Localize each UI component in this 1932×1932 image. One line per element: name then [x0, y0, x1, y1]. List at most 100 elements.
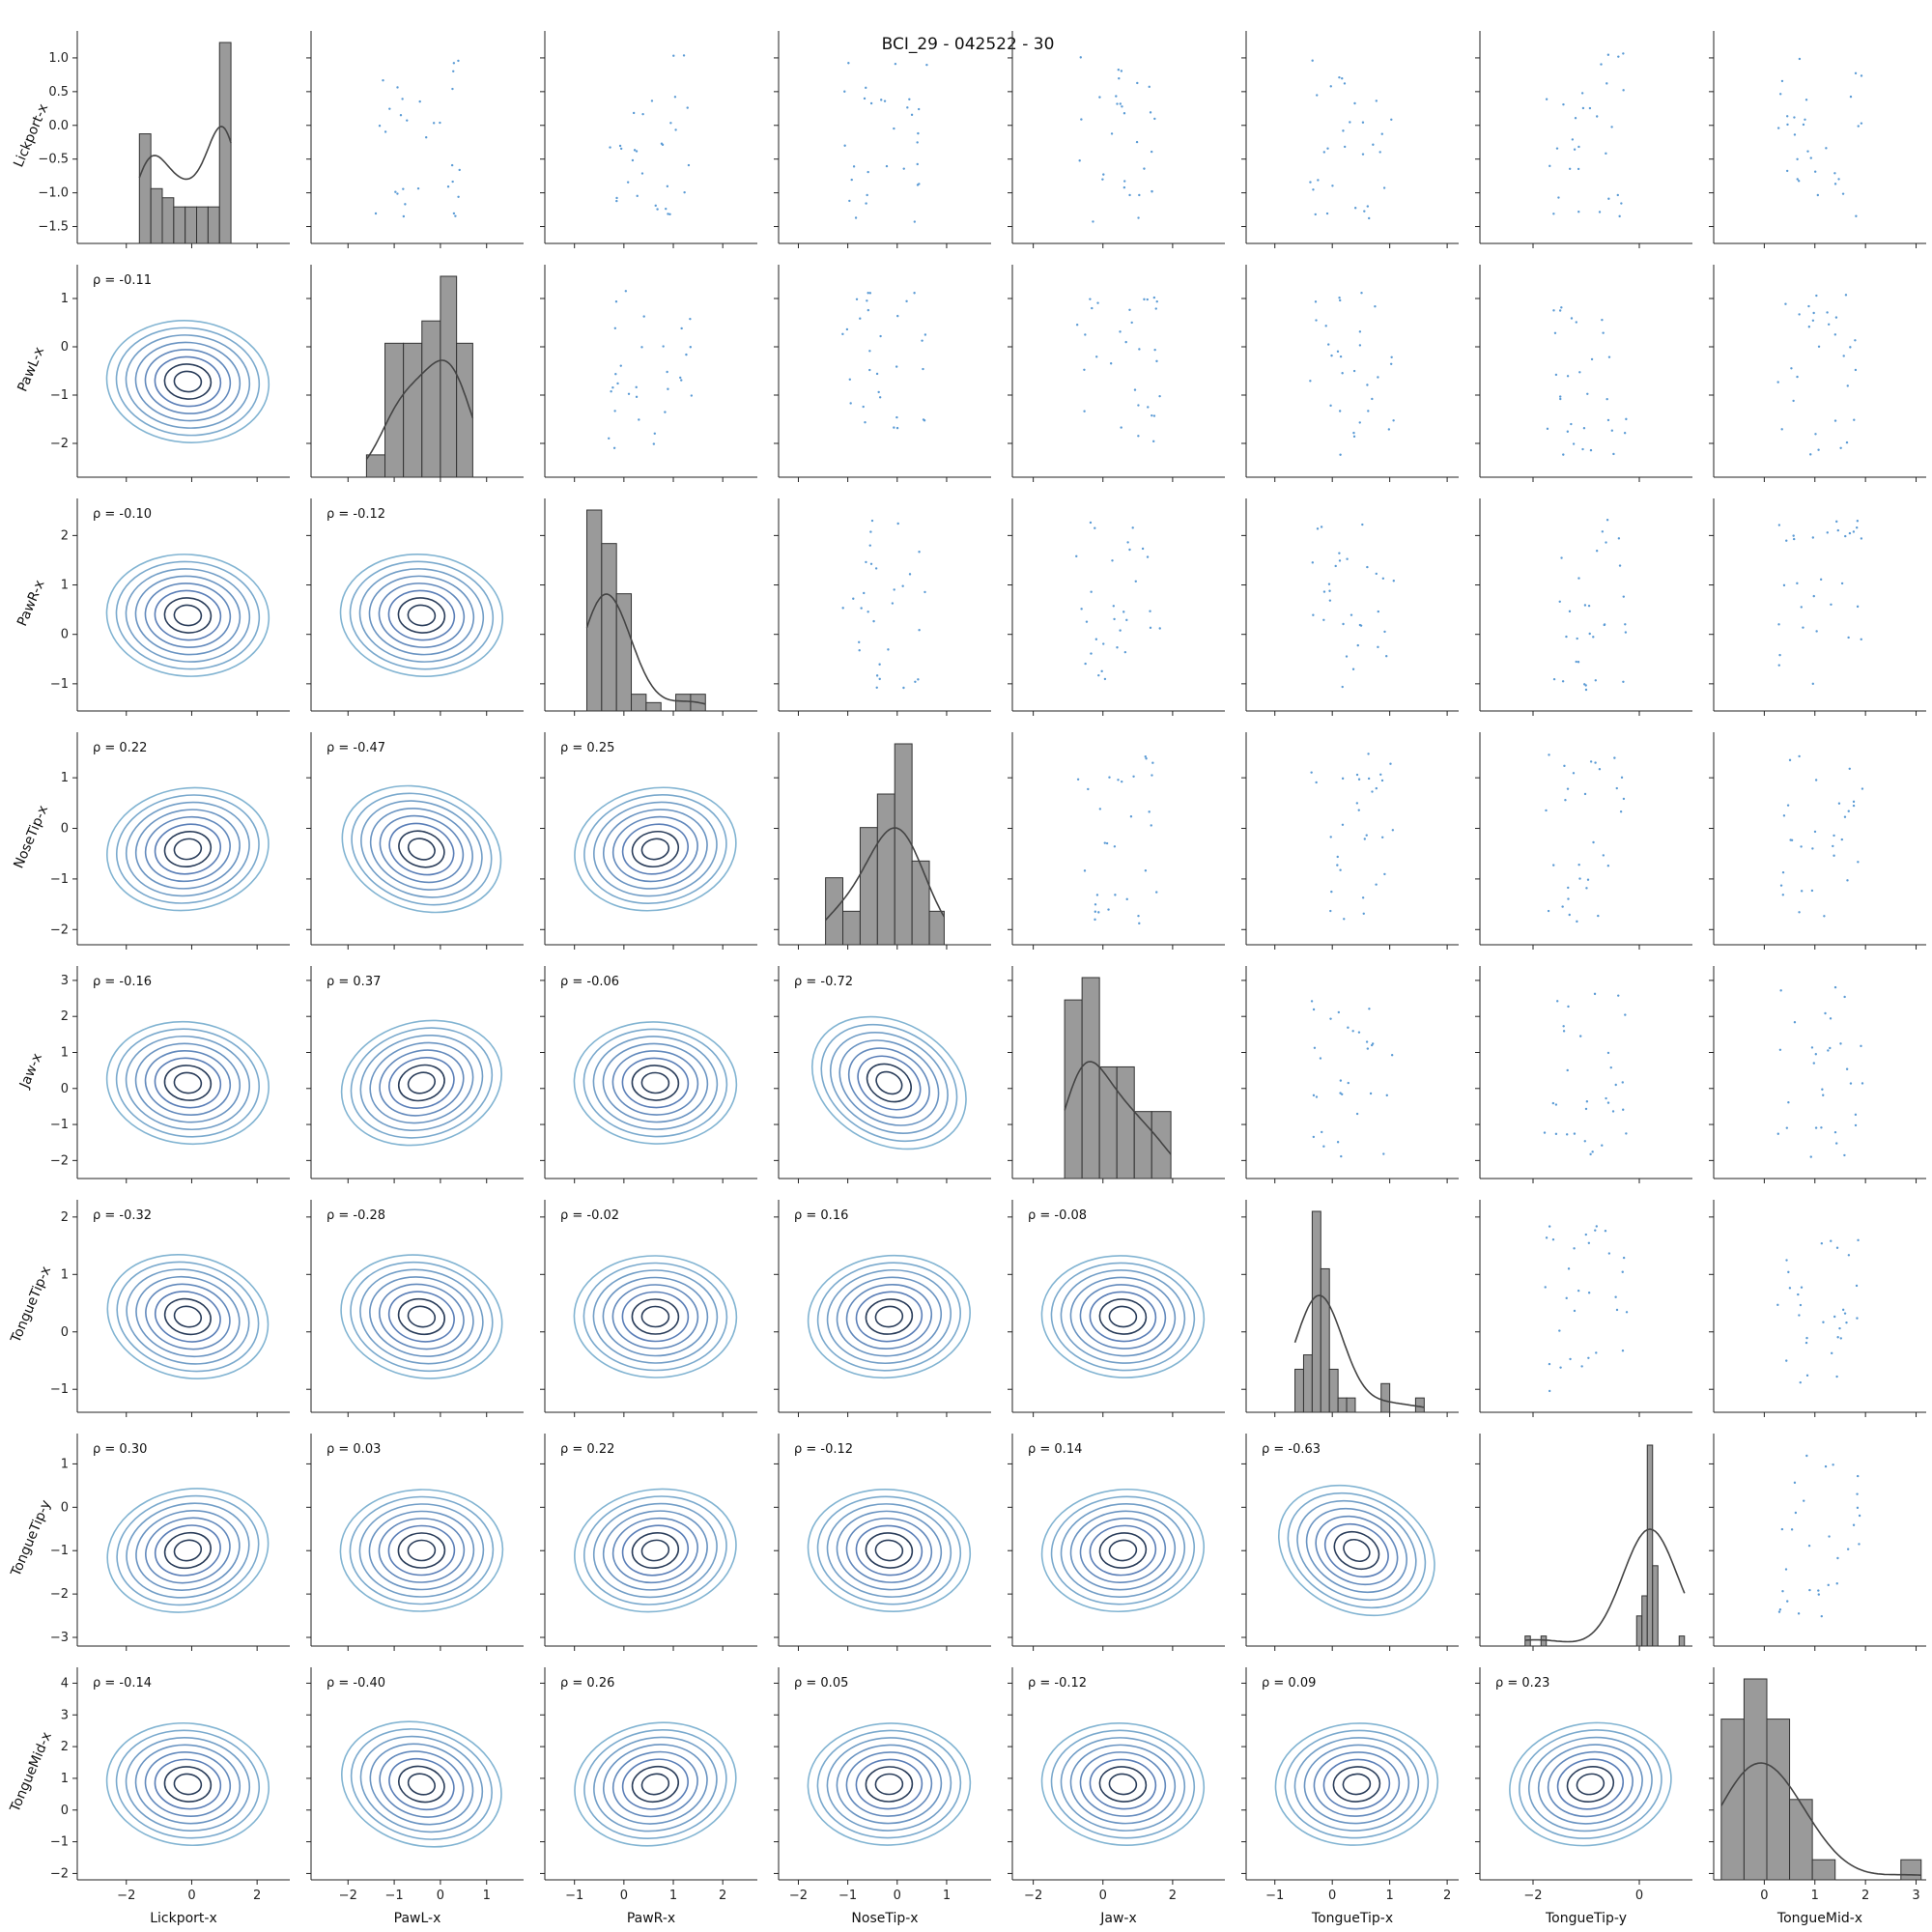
scatter-point — [1562, 1025, 1565, 1028]
scatter-point — [1315, 1095, 1319, 1098]
scatter-point — [1084, 662, 1087, 666]
scatter-point — [1089, 521, 1093, 525]
scatter-point — [1338, 297, 1341, 299]
panel-1-2 — [540, 265, 757, 482]
panel-3-4 — [1008, 732, 1225, 950]
scatter-point — [1842, 355, 1845, 357]
y-tick-label: 0.5 — [48, 85, 69, 99]
scatter-point — [1594, 761, 1597, 764]
kde-contour — [1069, 1510, 1177, 1591]
scatter-point — [1561, 680, 1565, 683]
y-tick-label: −1 — [50, 1835, 69, 1850]
scatter-point — [848, 378, 852, 381]
kde-contour — [602, 1276, 709, 1357]
correlation-label: ρ = -0.16 — [93, 975, 152, 989]
scatter-point — [1358, 421, 1361, 424]
correlation-label: ρ = -0.47 — [327, 741, 385, 755]
scatter-point — [1585, 887, 1588, 890]
scatter-point — [1780, 428, 1783, 431]
scatter-point — [1543, 1131, 1547, 1134]
scatter-point — [1095, 894, 1099, 896]
panel-7-6: −2 0 ρ = 0.23 TongueTip-y — [1475, 1667, 1692, 1926]
correlation-label: ρ = 0.25 — [560, 741, 614, 755]
kde-contour — [125, 801, 250, 897]
kde-contour — [836, 1510, 943, 1591]
scatter-point — [1317, 179, 1320, 182]
x-tick-label: 0 — [1760, 1889, 1768, 1903]
x-tick-label: −1 — [1265, 1889, 1284, 1903]
hist-bar — [876, 793, 895, 946]
scatter-point — [913, 292, 916, 295]
scatter-point — [1338, 552, 1341, 554]
scatter-point — [1621, 1270, 1624, 1273]
kde-contour — [351, 792, 493, 906]
scatter-point — [1813, 830, 1817, 834]
scatter-point — [1380, 779, 1384, 782]
y-tick-label: 4 — [61, 1676, 69, 1690]
scatter-point — [1845, 1321, 1848, 1324]
scatter-point — [910, 113, 914, 117]
scatter-point — [1375, 786, 1378, 790]
hist-bar — [1380, 1382, 1391, 1413]
kde-contour — [1050, 1729, 1196, 1839]
kde-contour — [1333, 1530, 1380, 1571]
scatter-point — [626, 181, 630, 184]
scatter-point — [1378, 151, 1381, 154]
scatter-point — [1837, 802, 1841, 805]
scatter-point — [613, 410, 616, 412]
scatter-point — [1796, 157, 1799, 160]
scatter-point — [1603, 623, 1606, 626]
scatter-point — [1622, 1256, 1626, 1260]
scatter-point — [1835, 520, 1838, 524]
y-tick-label: −3 — [50, 1631, 69, 1645]
scatter-point — [1798, 57, 1802, 61]
kde-contour — [407, 1305, 437, 1328]
correlation-label: ρ = -0.06 — [560, 975, 619, 989]
scatter-point — [1854, 339, 1857, 342]
scatter-point — [1110, 132, 1114, 135]
scatter-point — [1794, 1511, 1798, 1515]
scatter-point — [1601, 530, 1605, 533]
kde-contour — [145, 1517, 231, 1584]
scatter-point — [1392, 580, 1395, 582]
scatter-point — [635, 385, 638, 389]
scatter-point — [1143, 298, 1146, 301]
y-tick-label: 1 — [61, 579, 69, 593]
scatter-point — [1813, 170, 1817, 173]
kde-contour — [173, 1305, 203, 1328]
kde-contour — [592, 1036, 719, 1130]
kde-contour — [1566, 1766, 1615, 1803]
scatter-point — [1097, 911, 1100, 914]
scatter-point — [1375, 572, 1378, 576]
scatter-point — [1580, 92, 1584, 95]
scatter-point — [1322, 1145, 1325, 1148]
scatter-point — [1604, 1229, 1607, 1233]
correlation-label: ρ = 0.09 — [1262, 1676, 1316, 1690]
scatter-point — [1102, 173, 1105, 176]
scatter-point — [1570, 317, 1574, 320]
panel-4-4 — [1008, 966, 1225, 1183]
scatter-point — [1128, 308, 1131, 311]
hist-bar — [859, 827, 878, 946]
kde-contour — [154, 1057, 222, 1109]
scatter-point — [1361, 153, 1365, 156]
scatter-point — [855, 298, 859, 301]
panel-6-2: ρ = 0.22 — [540, 1434, 757, 1651]
scatter-point — [1311, 561, 1315, 564]
hist-bar — [842, 910, 861, 946]
scatter-point — [1361, 121, 1365, 124]
scatter-point — [1812, 594, 1815, 598]
scatter-point — [1853, 418, 1856, 421]
scatter-point — [1584, 1233, 1588, 1236]
scatter-point — [1837, 178, 1840, 181]
scatter-point — [1368, 1008, 1371, 1010]
scatter-point — [1625, 1132, 1628, 1135]
correlation-label: ρ = -0.12 — [794, 1442, 853, 1457]
y-tick-label: 0.0 — [48, 119, 69, 133]
scatter-point — [1613, 756, 1616, 759]
scatter-point — [1151, 774, 1153, 777]
scatter-point — [1620, 202, 1623, 205]
scatter-point — [1338, 559, 1342, 562]
kde-line — [1720, 1762, 1921, 1876]
panel-5-7 — [1709, 1200, 1926, 1417]
